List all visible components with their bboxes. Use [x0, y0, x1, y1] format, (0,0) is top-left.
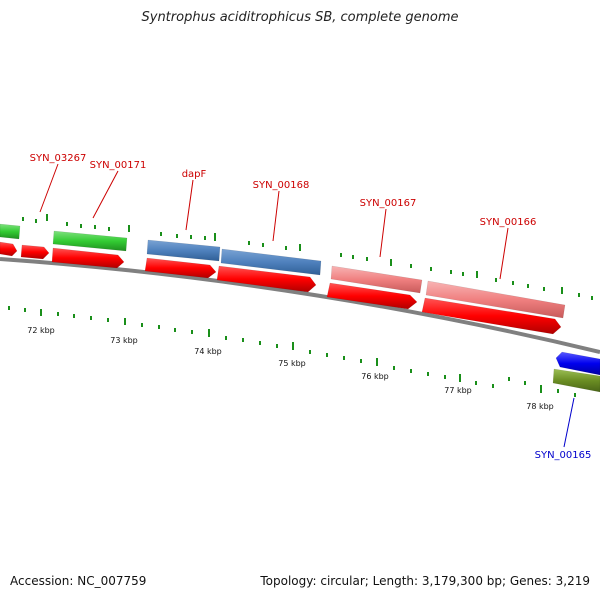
- scale-label: 73 kbp: [110, 336, 138, 345]
- gene-label[interactable]: dapF: [182, 169, 207, 180]
- label-leader-line: [272, 190, 280, 242]
- cds-feature[interactable]: [20, 244, 50, 260]
- gene-feature[interactable]: [220, 248, 322, 276]
- genome-summary-text: Topology: circular; Length: 3,179,300 bp…: [260, 574, 590, 588]
- scale-label: 77 kbp: [444, 386, 472, 395]
- gene-label[interactable]: SYN_00171: [90, 160, 147, 171]
- gene-label[interactable]: SYN_00167: [360, 198, 417, 209]
- map-title: Syntrophus aciditrophicus SB, complete g…: [141, 10, 459, 25]
- gene-label[interactable]: SYN_03267: [30, 153, 87, 164]
- cds-track: [0, 241, 562, 335]
- genome-backbone: [0, 257, 600, 354]
- label-leader-line: [563, 397, 575, 448]
- cds-feature[interactable]: [51, 247, 125, 269]
- scale-label: 78 kbp: [526, 402, 554, 411]
- gene-feature[interactable]: [330, 265, 423, 294]
- gene-label[interactable]: SYN_00165: [535, 450, 592, 461]
- scale-label: 76 kbp: [361, 372, 389, 381]
- accession-text: Accession: NC_007759: [10, 574, 147, 588]
- cds-feature[interactable]: [0, 241, 18, 257]
- gene-label[interactable]: SYN_00166: [480, 217, 537, 228]
- gene-feature[interactable]: [0, 223, 21, 240]
- gene-feature[interactable]: [555, 351, 600, 376]
- label-leader-line: [499, 227, 509, 280]
- gene-feature[interactable]: [425, 280, 566, 319]
- scale-label: 75 kbp: [278, 359, 306, 368]
- label-leader-line: [39, 163, 59, 213]
- gene-track: [0, 223, 600, 393]
- label-leader-line: [92, 170, 119, 219]
- cds-feature[interactable]: [421, 297, 562, 335]
- label-leader-line: [185, 179, 194, 231]
- scale-label: 72 kbp: [27, 326, 55, 335]
- cds-feature[interactable]: [216, 265, 317, 293]
- cds-feature[interactable]: [326, 282, 418, 310]
- scale-label: 74 kbp: [194, 347, 222, 356]
- inner-tick-row: [8, 306, 576, 397]
- gene-feature[interactable]: [146, 239, 221, 262]
- gene-label[interactable]: SYN_00168: [253, 180, 310, 191]
- label-leader-line: [379, 208, 387, 258]
- cds-feature[interactable]: [144, 257, 217, 279]
- gene-feature[interactable]: [552, 368, 600, 393]
- gene-feature[interactable]: [52, 230, 128, 252]
- outer-tick-row: [22, 214, 593, 300]
